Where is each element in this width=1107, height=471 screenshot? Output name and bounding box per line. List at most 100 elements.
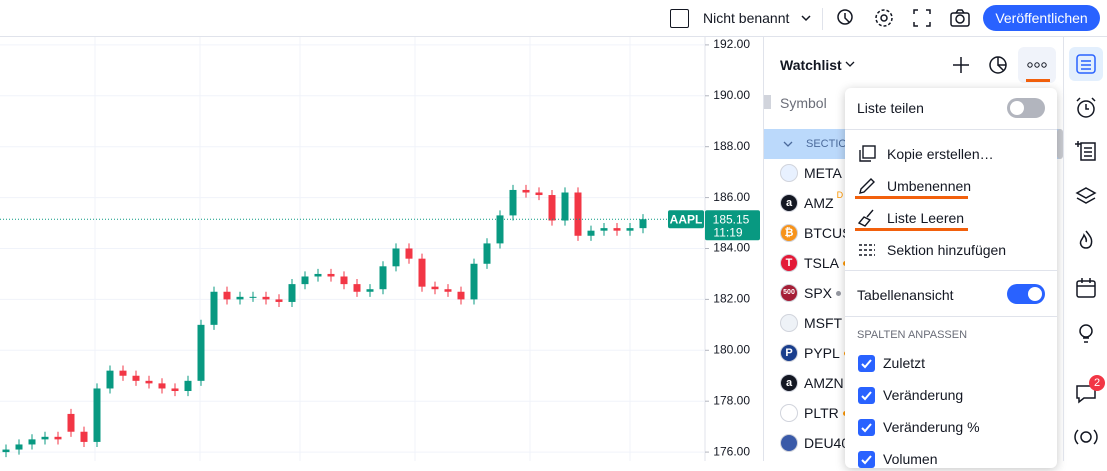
candle-body <box>236 296 244 300</box>
candle-body <box>600 228 608 231</box>
layout-checkbox[interactable] <box>670 9 689 28</box>
candle-body <box>353 284 361 292</box>
pie-icon[interactable] <box>987 54 1009 76</box>
candle-body <box>145 380 153 384</box>
y-tick-label: 186.00 <box>713 190 750 204</box>
symbol-name[interactable]: MSFT <box>804 315 843 331</box>
candle-body <box>639 219 647 229</box>
check-mark <box>861 455 872 465</box>
candle-body <box>41 436 49 440</box>
candle-body <box>613 228 621 231</box>
candle-body <box>509 189 517 216</box>
fullscreen-icon[interactable] <box>910 6 934 30</box>
menu-item[interactable]: Veränderung % <box>883 419 980 435</box>
column-checkbox[interactable] <box>858 387 875 404</box>
symbol-flag: D <box>836 190 844 200</box>
more-button[interactable] <box>1018 47 1056 83</box>
menu-item[interactable]: Sektion hinzufügen <box>887 242 1007 258</box>
candle-body <box>340 276 348 285</box>
candle-body <box>15 444 23 450</box>
candle-body <box>106 370 114 389</box>
more-icon[interactable] <box>1026 59 1048 71</box>
chevron-icon[interactable] <box>798 10 814 26</box>
share-toggle[interactable] <box>1007 98 1045 118</box>
check-icon <box>861 391 872 401</box>
section-label[interactable]: SECTION <box>806 138 855 150</box>
calendar-icon[interactable] <box>1074 276 1098 300</box>
symbol-name[interactable]: AMZN <box>804 375 844 391</box>
symbol-name[interactable]: META <box>804 165 842 181</box>
y-tick-label: 184.00 <box>713 241 750 255</box>
news-icon[interactable] <box>1074 139 1098 163</box>
stream-icon[interactable] <box>1072 426 1100 450</box>
column-checkbox[interactable] <box>858 419 875 436</box>
layers-icon[interactable] <box>1074 184 1098 208</box>
candle-body <box>392 248 400 267</box>
replay-icon[interactable] <box>834 6 858 30</box>
watchlist-title[interactable]: Watchlist <box>780 57 842 73</box>
collapse-icon[interactable] <box>782 138 794 150</box>
alert-icon[interactable] <box>1074 96 1098 120</box>
menu-item[interactable]: Liste Leeren <box>887 210 965 226</box>
menu-item[interactable]: Veränderung <box>883 387 964 403</box>
watchlist-icon[interactable] <box>1074 52 1098 76</box>
publish-button[interactable]: Veröffentlichen <box>983 5 1100 31</box>
table-toggle[interactable] <box>1007 284 1045 304</box>
column-checkbox[interactable] <box>858 451 875 468</box>
symbol-name[interactable]: SPX <box>804 285 833 301</box>
candle-body <box>80 431 88 442</box>
candle-body <box>548 195 556 221</box>
candle-body <box>496 215 504 244</box>
symbol-name[interactable]: AMZ <box>804 195 834 211</box>
menu-item[interactable]: Liste teilen <box>857 100 924 116</box>
hot-icon[interactable] <box>1074 228 1098 252</box>
toggle-knob <box>1010 101 1024 115</box>
menu-item[interactable]: Tabellenansicht <box>857 287 954 303</box>
column-header[interactable]: Symbol <box>780 95 827 111</box>
ideas-icon[interactable] <box>1074 321 1098 345</box>
add-icon[interactable] <box>950 54 972 76</box>
check-icon <box>861 423 872 433</box>
active-tab[interactable] <box>1069 47 1103 81</box>
symbol-logo: a <box>780 194 798 212</box>
symbol-name[interactable]: PLTR <box>804 405 839 421</box>
candle-body <box>314 273 322 277</box>
y-tick-label: 182.00 <box>713 292 750 306</box>
y-tick-label: 192.00 <box>713 37 750 51</box>
watchlist-menu: Liste teilen Kopie erstellen… Umbenennen… <box>845 88 1057 468</box>
symbol-name[interactable]: PYPL <box>804 345 840 361</box>
menu-item[interactable]: Kopie erstellen… <box>887 146 994 162</box>
candle-body <box>171 388 179 392</box>
candle-body <box>2 449 10 453</box>
column-checkbox[interactable] <box>858 355 875 372</box>
chevron-icon[interactable] <box>844 58 856 70</box>
annotation-underline <box>1026 79 1050 82</box>
candle-body <box>93 388 101 442</box>
rename-icon <box>859 178 875 194</box>
snapshot-icon[interactable] <box>948 6 972 30</box>
candle-body <box>158 383 166 389</box>
layout-title[interactable]: Nicht benannt <box>703 10 790 26</box>
settings-icon[interactable] <box>872 6 896 30</box>
menu-item[interactable]: Umbenennen <box>887 178 972 194</box>
candle-body <box>28 439 36 445</box>
symbol-name[interactable]: DEU40 <box>804 435 850 451</box>
menu-item[interactable]: Volumen <box>883 451 938 467</box>
candle-body <box>132 375 140 381</box>
check-icon <box>861 455 872 465</box>
symbol-logo: a <box>780 374 798 392</box>
symbol-name[interactable]: BTCUS <box>804 225 852 241</box>
candle-body <box>288 284 296 302</box>
symbol-name[interactable]: TSLA <box>804 255 840 271</box>
top-bar: Nicht benannt Veröffentlichen <box>0 0 1107 37</box>
divider <box>845 316 1057 317</box>
menu-item[interactable]: Zuletzt <box>883 355 926 371</box>
candle-body <box>574 192 582 236</box>
clear-icon <box>857 209 874 227</box>
candle-body <box>249 296 257 298</box>
y-tick-label: 176.00 <box>713 444 750 458</box>
symbol-logo: ₿ <box>780 224 798 242</box>
select-all[interactable] <box>764 95 771 109</box>
scrollbar[interactable] <box>1057 129 1063 159</box>
